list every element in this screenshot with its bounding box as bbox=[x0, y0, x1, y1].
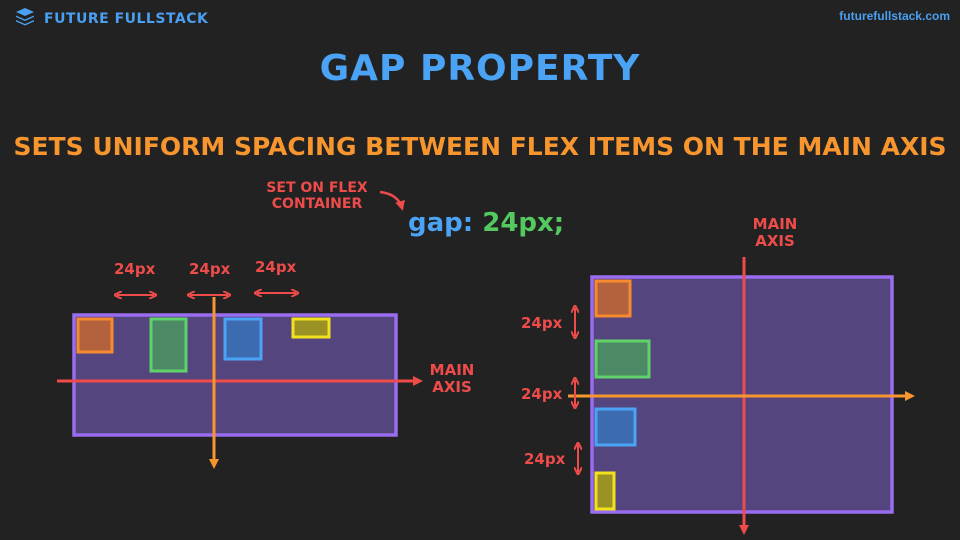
row-item-orange bbox=[76, 317, 114, 354]
column-main-axis-label-line1: MAIN bbox=[752, 215, 798, 233]
column-item-orange bbox=[594, 279, 632, 318]
brand: FUTURE FULLSTACK bbox=[14, 6, 208, 32]
column-gap-label-2: 24px bbox=[521, 385, 563, 403]
column-gap-label-3: 24px bbox=[524, 450, 566, 468]
column-main-axis-label-line2: AXIS bbox=[755, 232, 795, 250]
container-note-line1: SET ON FLEX bbox=[266, 180, 368, 196]
column-item-green bbox=[594, 339, 651, 379]
brand-name: FUTURE FULLSTACK bbox=[44, 11, 209, 27]
page-title: GAP PROPERTY bbox=[319, 48, 641, 89]
container-note-line2: CONTAINER bbox=[271, 196, 363, 212]
row-item-green bbox=[149, 317, 188, 373]
row-item-blue bbox=[223, 317, 263, 361]
row-item-yellow bbox=[291, 317, 331, 339]
note-curved-arrow bbox=[379, 190, 405, 211]
stack-layers-icon bbox=[14, 6, 36, 32]
site-url[interactable]: futurefullstack.com bbox=[839, 9, 950, 23]
row-main-axis-label-line1: MAIN bbox=[429, 361, 475, 379]
row-main-axis-label-line2: AXIS bbox=[432, 378, 472, 396]
row-gap-label-3: 24px bbox=[255, 258, 297, 276]
row-gap-label-2: 24px bbox=[189, 260, 231, 278]
row-gap-label-1: 24px bbox=[114, 260, 156, 278]
column-gap-label-1: 24px bbox=[521, 314, 563, 332]
column-item-yellow bbox=[594, 471, 616, 511]
row-main-axis-label: MAIN AXIS bbox=[417, 362, 487, 396]
code-property: gap: bbox=[408, 208, 474, 238]
container-note: SET ON FLEX CONTAINER bbox=[252, 180, 382, 212]
column-main-axis-label: MAIN AXIS bbox=[740, 216, 810, 250]
code-snippet: gap: 24px; bbox=[408, 208, 564, 238]
page-subtitle: SETS UNIFORM SPACING BETWEEN FLEX ITEMS … bbox=[13, 132, 947, 161]
code-value: 24px; bbox=[482, 208, 565, 238]
column-item-blue bbox=[594, 407, 637, 447]
